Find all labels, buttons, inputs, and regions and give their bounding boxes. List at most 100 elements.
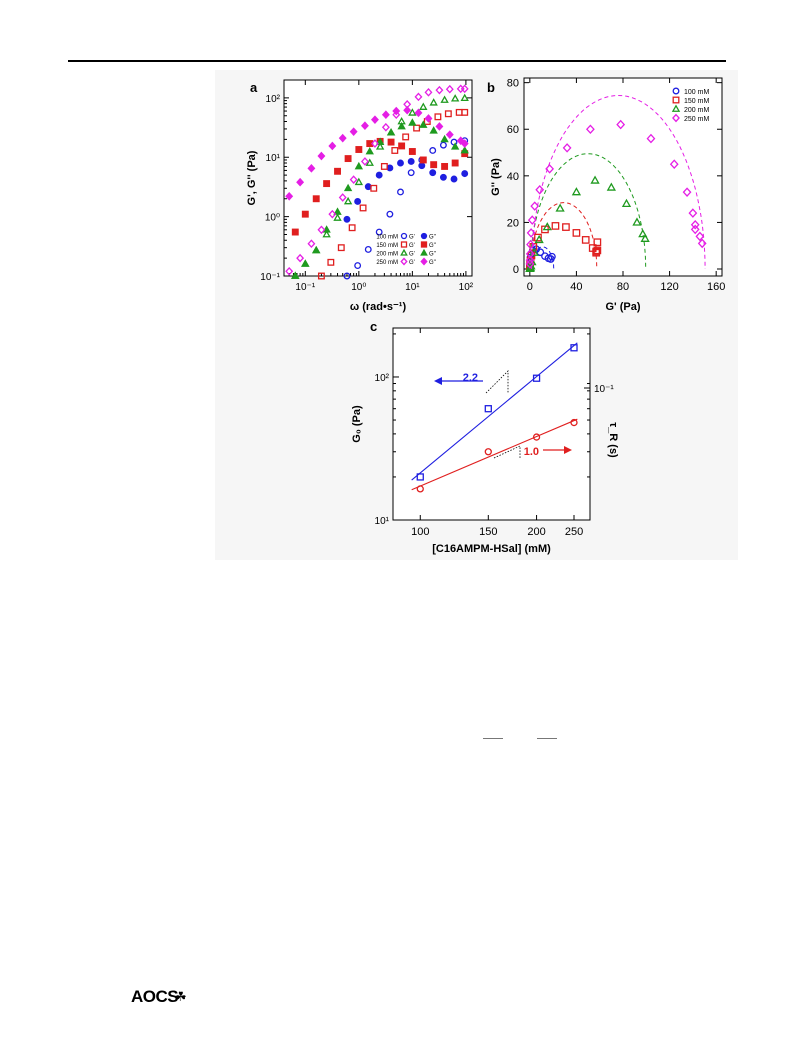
legend-marker-a xyxy=(420,232,428,240)
cole-cole-point xyxy=(562,223,570,231)
cole-cole-point xyxy=(525,249,535,259)
gprime-point-a xyxy=(461,108,469,116)
x-axis-label-a: ω (rad•s⁻¹) xyxy=(350,301,407,313)
legend-marker-a xyxy=(420,248,428,256)
gprime-point-a xyxy=(359,204,367,212)
cole-cole-point xyxy=(606,182,616,191)
cole-cole-point xyxy=(585,124,595,135)
gdprime-point-a xyxy=(445,130,454,139)
x-axis-label-b: G' (Pa) xyxy=(605,301,640,313)
arrow-head-blue-icon xyxy=(434,377,442,385)
gdprime-point-a xyxy=(349,127,358,136)
gprime-point-a xyxy=(408,108,417,116)
gprime-point-a xyxy=(439,141,447,149)
gprime-point-a xyxy=(391,147,399,154)
gprime-point-a xyxy=(370,139,379,148)
y-tick-label-c: 10¹ xyxy=(375,516,390,527)
gdprime-point-a xyxy=(343,183,353,192)
gdprime-point-a xyxy=(333,207,342,215)
data-point-c xyxy=(416,473,424,481)
gprime-point-a xyxy=(397,188,404,196)
gprime-point-a xyxy=(445,84,454,94)
gdprime-point-a xyxy=(328,141,337,151)
x-tick-label-b: 160 xyxy=(707,281,725,293)
gprime-point-a xyxy=(370,184,378,192)
legend-marker-b xyxy=(671,104,681,112)
gdprime-point-a xyxy=(323,180,331,188)
gprime-point-a xyxy=(434,113,442,121)
cole-cole-fit-line xyxy=(529,153,647,270)
gdprime-point-a xyxy=(296,177,305,187)
cole-cole-point xyxy=(638,229,648,238)
y-tick-label-b: 80 xyxy=(507,78,519,90)
gdprime-point-a xyxy=(414,108,423,118)
x-axis-label-c: [C16AMPM-HSal] (mM) xyxy=(432,543,551,555)
cole-cole-point xyxy=(536,248,545,257)
cole-cole-point xyxy=(525,255,535,265)
cole-cole-point xyxy=(526,239,535,250)
y2-tick-label-c: 10⁻¹ xyxy=(594,384,614,395)
gprime-point-a xyxy=(317,225,326,235)
cole-cole-point xyxy=(669,159,679,169)
slope-triangle-blue xyxy=(485,370,509,394)
x-tick-label-b: 120 xyxy=(660,281,678,293)
gprime-point-a xyxy=(328,209,337,219)
gdprime-point-a xyxy=(450,142,460,150)
cole-cole-point xyxy=(548,252,556,261)
gprime-point-a xyxy=(285,266,294,276)
x-tick-label-b: 40 xyxy=(570,281,582,293)
gdprime-point-a xyxy=(386,128,396,136)
panel-label-c: c xyxy=(370,319,377,334)
cole-cole-point xyxy=(525,259,535,269)
legend-gprime-a: G' xyxy=(409,260,415,266)
gdprime-point-a xyxy=(386,164,394,172)
cole-cole-point xyxy=(535,185,545,195)
y-tick-label-b: 60 xyxy=(507,124,519,136)
gdprime-point-a xyxy=(387,138,395,146)
gprime-point-a xyxy=(349,175,358,184)
gprime-point-a xyxy=(450,94,460,102)
gdprime-point-a xyxy=(285,191,294,201)
gdprime-point-a xyxy=(354,198,362,205)
gdprime-point-a xyxy=(355,146,363,153)
y-tick-label-c: 10² xyxy=(375,373,390,384)
arrow-head-red-icon xyxy=(564,446,572,454)
cole-cole-point xyxy=(695,231,705,242)
legend-label-b: 250 mM xyxy=(684,116,709,123)
x-tick-label-c: 200 xyxy=(527,526,545,538)
gdprime-point-a xyxy=(403,105,412,115)
gprime-point-a xyxy=(435,85,444,95)
legend-gprime-a: G' xyxy=(409,235,415,241)
data-point-c xyxy=(484,405,492,413)
gprime-point-a xyxy=(419,102,428,110)
cole-cole-point xyxy=(646,133,656,144)
x-tick-label-a: 10⁻¹ xyxy=(295,282,315,293)
cole-cole-point xyxy=(690,224,700,235)
cole-cole-point xyxy=(527,215,537,225)
gprime-point-a xyxy=(354,177,364,186)
cole-cole-point xyxy=(640,233,650,242)
data-point-c xyxy=(532,374,541,382)
page-header-rule xyxy=(68,60,726,62)
data-point-c xyxy=(416,485,424,493)
y-tick-label-a: 10⁻¹ xyxy=(260,272,280,283)
gdprime-point-a xyxy=(408,118,417,126)
fit-line-c xyxy=(411,342,578,481)
divider-mark xyxy=(537,738,557,739)
gprime-point-a xyxy=(375,142,385,150)
legend-marker-a xyxy=(400,232,408,240)
gprime-point-a xyxy=(364,245,372,253)
gdprime-point-a xyxy=(301,259,310,267)
cole-cole-point xyxy=(697,238,707,249)
legend-marker-a xyxy=(400,241,408,248)
legend-gdprime-a: G'' xyxy=(429,260,436,266)
gprime-point-a xyxy=(460,93,469,102)
gdprime-point-a xyxy=(435,122,444,131)
cole-cole-point xyxy=(527,257,537,266)
gdprime-point-a xyxy=(392,106,401,116)
x-tick-label-a: 10¹ xyxy=(405,282,420,293)
y-tick-label-a: 10¹ xyxy=(266,153,281,164)
cole-cole-point xyxy=(621,198,632,207)
cole-cole-fit-line xyxy=(531,94,706,270)
divider-mark xyxy=(483,738,503,739)
